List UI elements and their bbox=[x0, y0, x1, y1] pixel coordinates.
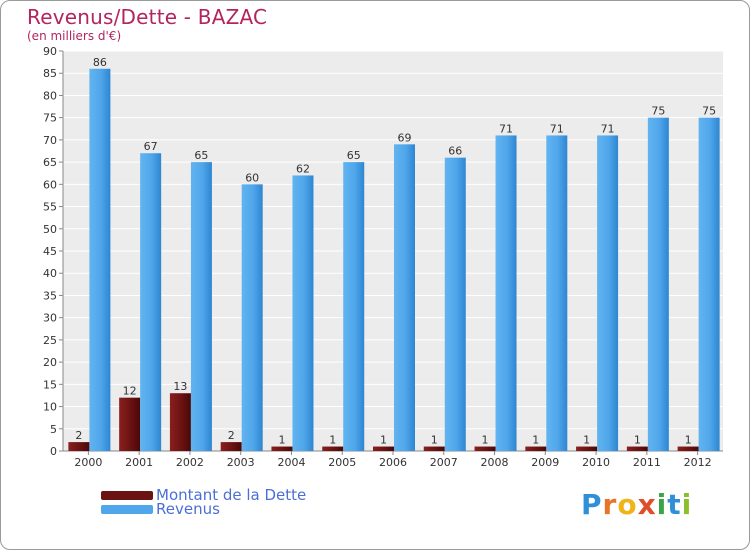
bar-revenue-2012 bbox=[698, 117, 720, 452]
chart-title: Revenus/Dette - BAZAC bbox=[27, 5, 268, 29]
y-tick-label: 85 bbox=[43, 67, 57, 80]
legend-item-debt: Montant de la Dette bbox=[101, 486, 307, 504]
bar-debt-2011 bbox=[626, 446, 648, 451]
bar-revenue-2009 bbox=[546, 135, 568, 451]
proxiti-logo: Proxiti bbox=[581, 488, 693, 521]
data-label-revenue-2011: 75 bbox=[651, 105, 665, 118]
bar-debt-2007 bbox=[423, 446, 445, 451]
data-label-revenue-2005: 65 bbox=[347, 149, 361, 162]
bar-revenue-2007 bbox=[444, 157, 466, 451]
y-tick-label: 55 bbox=[43, 201, 57, 214]
data-label-revenue-2012: 75 bbox=[702, 105, 716, 118]
x-tick-label-2011: 2011 bbox=[633, 456, 661, 469]
data-label-debt-2011: 1 bbox=[634, 434, 641, 447]
bar-revenue-2003 bbox=[241, 184, 263, 452]
x-tick-label-2004: 2004 bbox=[277, 456, 305, 469]
x-tick-label-2006: 2006 bbox=[379, 456, 407, 469]
data-label-revenue-2003: 60 bbox=[245, 171, 259, 184]
bar-debt-2003 bbox=[220, 442, 242, 451]
data-label-debt-2006: 1 bbox=[380, 434, 387, 447]
legend-item-revenue: Revenus bbox=[101, 500, 220, 518]
bar-revenue-2004 bbox=[292, 175, 314, 451]
x-tick-label-2002: 2002 bbox=[176, 456, 204, 469]
data-label-revenue-2002: 65 bbox=[194, 149, 208, 162]
data-label-revenue-2001: 67 bbox=[144, 140, 158, 153]
y-tick-label: 15 bbox=[43, 378, 57, 391]
data-label-debt-2003: 2 bbox=[228, 429, 235, 442]
bar-debt-2004 bbox=[271, 446, 293, 451]
data-label-revenue-2004: 62 bbox=[296, 162, 310, 175]
bar-revenue-2001 bbox=[140, 153, 162, 451]
bar-revenue-2011 bbox=[647, 117, 669, 452]
chart-subtitle: (en milliers d'€) bbox=[27, 29, 122, 43]
y-tick-label: 80 bbox=[43, 89, 57, 102]
bar-revenue-2008 bbox=[495, 135, 517, 451]
data-label-revenue-2010: 71 bbox=[601, 122, 615, 135]
data-label-revenue-2000: 86 bbox=[93, 56, 107, 69]
x-tick-label-2012: 2012 bbox=[684, 456, 712, 469]
y-tick-label: 30 bbox=[43, 312, 57, 325]
data-label-revenue-2009: 71 bbox=[550, 122, 564, 135]
bar-revenue-2005 bbox=[343, 162, 365, 451]
data-label-revenue-2008: 71 bbox=[499, 122, 513, 135]
data-label-debt-2008: 1 bbox=[482, 434, 489, 447]
x-tick-label-2005: 2005 bbox=[328, 456, 356, 469]
x-tick-label-2009: 2009 bbox=[531, 456, 559, 469]
bar-revenue-2006 bbox=[394, 144, 415, 452]
legend-label-revenue: Revenus bbox=[156, 500, 220, 518]
y-tick-label: 5 bbox=[50, 423, 57, 436]
bar-revenue-2000 bbox=[89, 68, 111, 452]
y-tick-label: 75 bbox=[43, 112, 57, 125]
y-tick-label: 70 bbox=[43, 134, 57, 147]
y-tick-label: 60 bbox=[43, 178, 57, 191]
x-tick-label-2000: 2000 bbox=[74, 456, 102, 469]
bar-revenue-2002 bbox=[190, 162, 212, 451]
y-tick-label: 20 bbox=[43, 356, 57, 369]
bar-debt-2010 bbox=[576, 446, 598, 451]
bar-debt-2006 bbox=[373, 446, 394, 451]
y-tick-label: 45 bbox=[43, 245, 57, 258]
bar-debt-2002 bbox=[169, 393, 191, 451]
data-label-debt-2004: 1 bbox=[278, 434, 285, 447]
x-tick-label-2003: 2003 bbox=[227, 456, 255, 469]
bar-debt-2005 bbox=[322, 446, 344, 451]
y-tick-label: 25 bbox=[43, 334, 57, 347]
bar-revenue-2010 bbox=[597, 135, 619, 451]
bar-debt-2000 bbox=[68, 442, 90, 451]
y-tick-label: 35 bbox=[43, 289, 57, 302]
x-tick-label-2007: 2007 bbox=[430, 456, 458, 469]
data-label-debt-2002: 13 bbox=[173, 380, 187, 393]
data-label-debt-2012: 1 bbox=[685, 434, 692, 447]
y-tick-label: 90 bbox=[43, 45, 57, 58]
bar-debt-2012 bbox=[677, 446, 699, 451]
data-label-debt-2007: 1 bbox=[431, 434, 438, 447]
legend-swatch-debt bbox=[101, 490, 153, 500]
x-tick-label-2010: 2010 bbox=[582, 456, 610, 469]
data-label-debt-2005: 1 bbox=[329, 434, 336, 447]
y-tick-label: 0 bbox=[50, 445, 57, 458]
legend-label-debt: Montant de la Dette bbox=[156, 486, 307, 504]
y-tick-label: 50 bbox=[43, 223, 57, 236]
legend-swatch-revenue bbox=[101, 504, 153, 514]
data-label-revenue-2007: 66 bbox=[448, 145, 462, 158]
bar-debt-2001 bbox=[119, 397, 141, 451]
y-tick-label: 65 bbox=[43, 156, 57, 169]
x-tick-label-2001: 2001 bbox=[125, 456, 153, 469]
data-label-revenue-2006: 69 bbox=[398, 131, 412, 144]
x-tick-label-2008: 2008 bbox=[481, 456, 509, 469]
bar-debt-2009 bbox=[525, 446, 547, 451]
y-tick-label: 40 bbox=[43, 267, 57, 280]
bar-debt-2008 bbox=[474, 446, 496, 451]
data-label-debt-2001: 12 bbox=[123, 385, 137, 398]
data-label-debt-2010: 1 bbox=[583, 434, 590, 447]
y-tick-label: 10 bbox=[43, 401, 57, 414]
data-label-debt-2000: 2 bbox=[75, 429, 82, 442]
data-label-debt-2009: 1 bbox=[532, 434, 539, 447]
